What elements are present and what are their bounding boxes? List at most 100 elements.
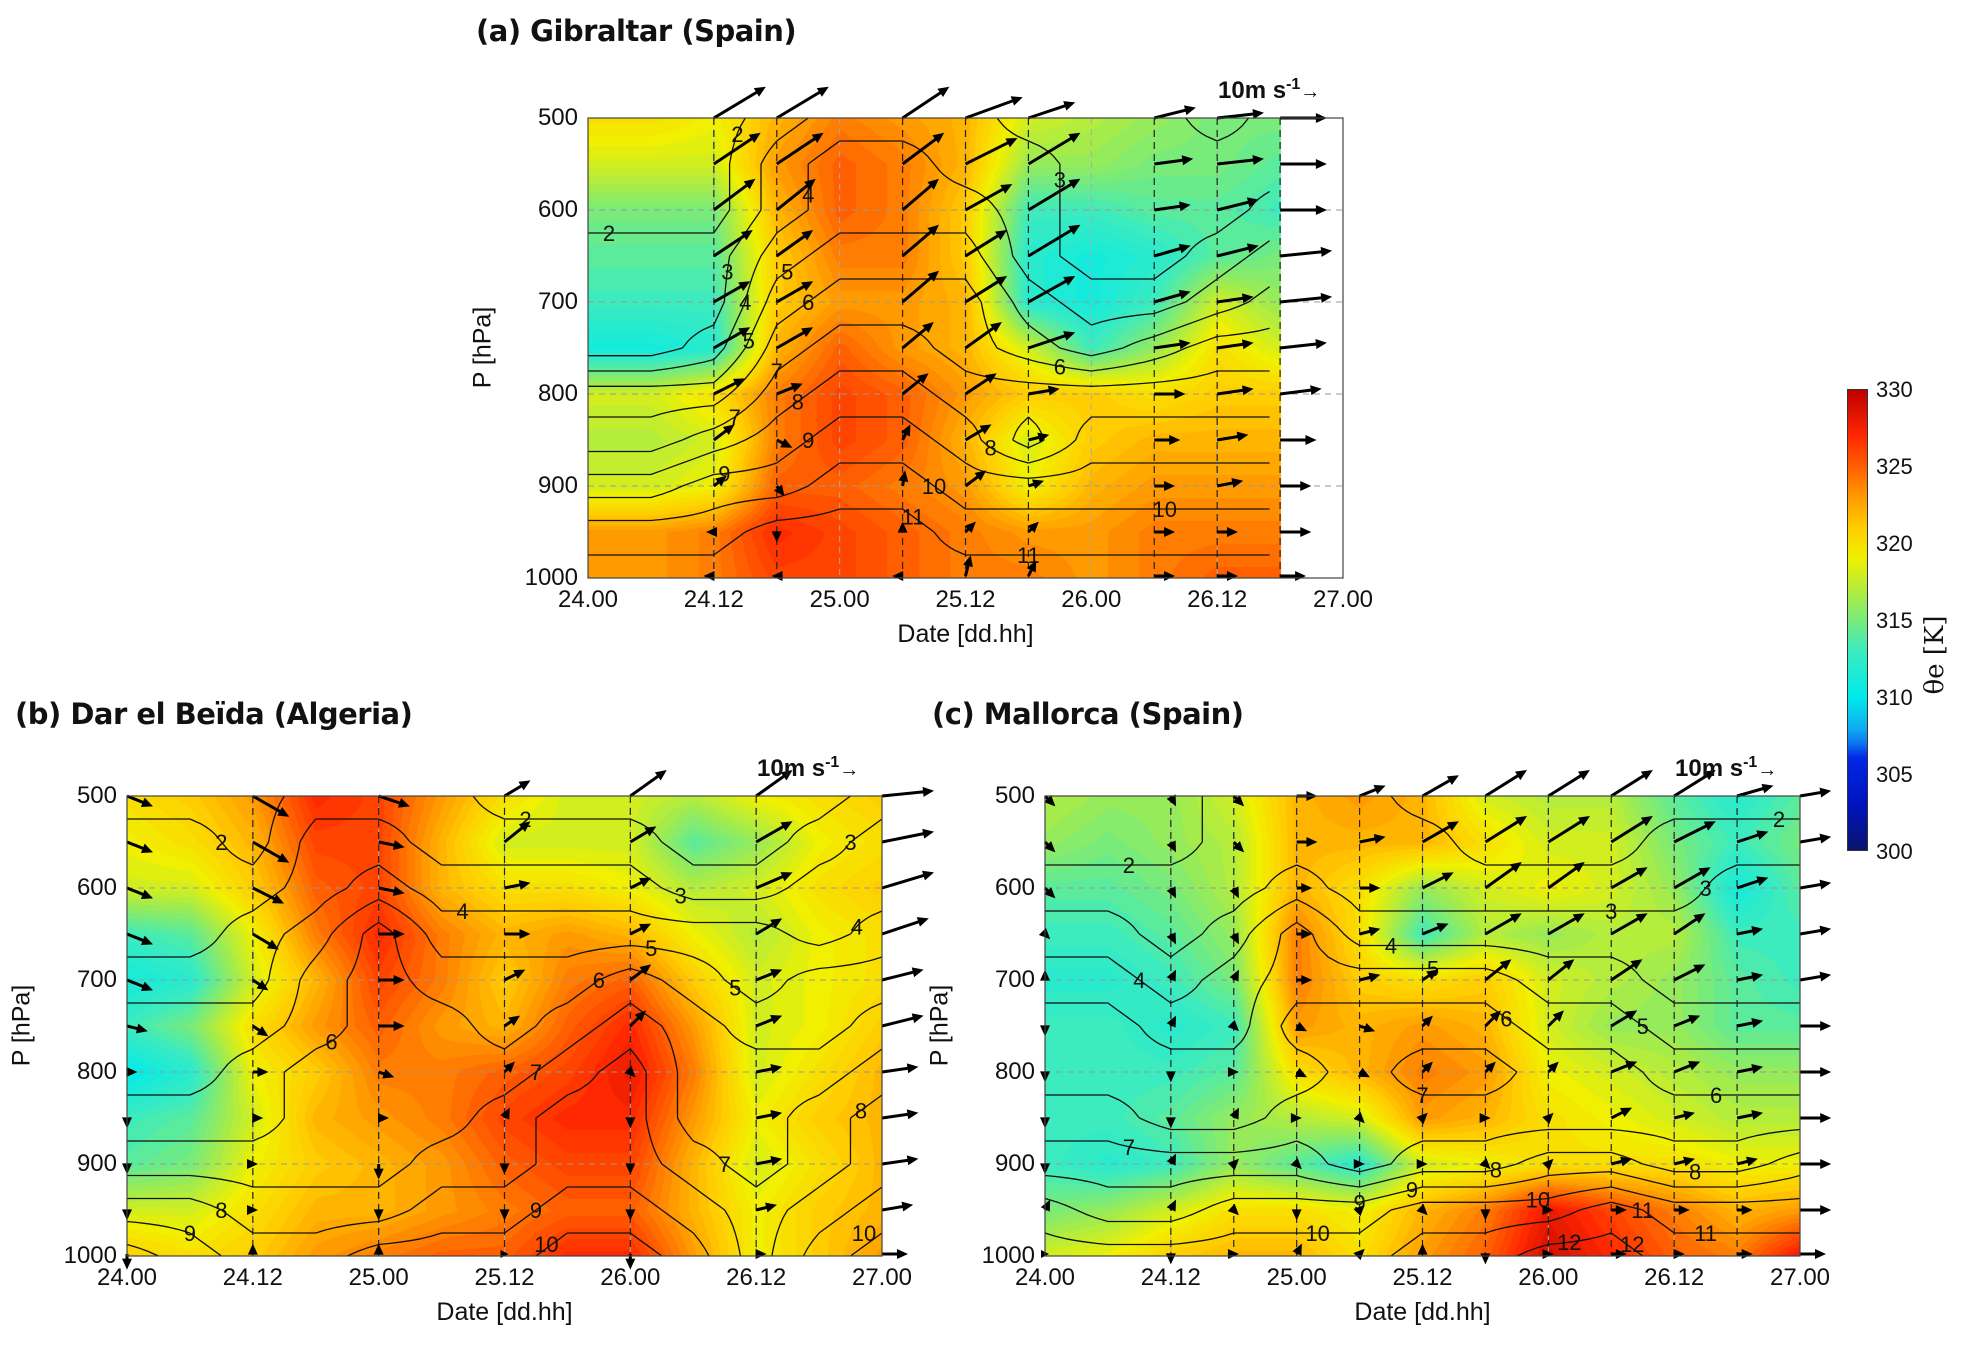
wind-arrow bbox=[1736, 1156, 1758, 1167]
reference-wind-sup: -1 bbox=[1286, 76, 1301, 93]
wind-arrow bbox=[1799, 925, 1832, 936]
wind-arrow bbox=[1479, 1157, 1491, 1170]
wind-arrow bbox=[1479, 1113, 1491, 1123]
contour-label: 2 bbox=[215, 830, 227, 855]
wind-arrow bbox=[1290, 1157, 1302, 1170]
wind-arrow bbox=[1480, 1253, 1491, 1265]
wind-arrow bbox=[1610, 1156, 1633, 1167]
contour-line-5 bbox=[127, 898, 883, 1096]
wind-arrow bbox=[1166, 794, 1177, 807]
contour-label: 3 bbox=[1700, 876, 1712, 901]
wind-arrow bbox=[500, 1107, 510, 1120]
contour-label: 10 bbox=[852, 1221, 876, 1246]
wind-arrow bbox=[1229, 932, 1239, 945]
wind-arrow bbox=[1421, 923, 1449, 936]
contour-label: 3 bbox=[844, 830, 856, 855]
wind-arrow bbox=[1421, 821, 1459, 844]
wind-arrow bbox=[1153, 289, 1191, 304]
wind-arrow bbox=[1280, 481, 1312, 491]
wind-arrow bbox=[1736, 1110, 1764, 1120]
panel-b-title: (b) Dar el Beïda (Algeria) bbox=[15, 697, 413, 731]
wind-arrow bbox=[881, 1155, 919, 1166]
wind-arrow bbox=[881, 967, 924, 982]
wind-arrow bbox=[1421, 1015, 1433, 1028]
wind-arrow bbox=[1359, 785, 1386, 798]
wind-arrow bbox=[625, 1117, 636, 1129]
wind-arrow bbox=[1353, 1159, 1365, 1169]
wind-arrow bbox=[1216, 478, 1244, 488]
x-tick-label: 26.12 bbox=[1644, 1264, 1705, 1291]
reference-wind-arrow: 10m s-1→ bbox=[757, 754, 859, 783]
wind-arrow bbox=[775, 86, 829, 120]
wind-arrow bbox=[771, 531, 782, 543]
reference-wind-arrow: 10m s-1→ bbox=[1218, 76, 1320, 105]
wind-arrow bbox=[1217, 155, 1264, 166]
contour-line-9 bbox=[1044, 1171, 1801, 1223]
wind-arrow bbox=[1547, 816, 1590, 844]
wind-arrow bbox=[755, 770, 793, 798]
wind-arrow bbox=[1166, 886, 1177, 899]
wind-arrow bbox=[252, 978, 269, 991]
wind-arrow bbox=[126, 840, 153, 853]
wind-arrow bbox=[378, 1021, 405, 1031]
contour-label: 10 bbox=[1305, 1221, 1329, 1246]
wind-arrow bbox=[1291, 1209, 1302, 1221]
contour-label: 3 bbox=[675, 884, 687, 909]
wind-arrow bbox=[713, 230, 753, 258]
wind-arrow bbox=[1547, 862, 1585, 890]
contour-label: 4 bbox=[1385, 934, 1397, 959]
wind-arrow bbox=[713, 378, 746, 396]
wind-arrow bbox=[252, 794, 290, 817]
wind-arrow bbox=[898, 470, 909, 487]
contour-label: 9 bbox=[802, 428, 814, 453]
wind-arrow bbox=[901, 373, 929, 396]
wind-arrow bbox=[1296, 975, 1313, 985]
wind-arrow bbox=[1280, 435, 1317, 445]
contour-line-6 bbox=[127, 921, 883, 1142]
contour-label: 11 bbox=[902, 505, 925, 530]
contour-label: 6 bbox=[1710, 1083, 1722, 1108]
wind-arrow bbox=[1799, 787, 1832, 798]
wind-arrow bbox=[629, 923, 652, 936]
contour-label: 6 bbox=[593, 968, 605, 993]
contour-label: 5 bbox=[1637, 1014, 1649, 1039]
contour-line-3 bbox=[1045, 864, 1800, 958]
contour-line-4 bbox=[127, 864, 883, 1004]
x-tick-label: 25.00 bbox=[1266, 1264, 1327, 1291]
wind-arrow bbox=[1610, 867, 1648, 890]
x-tick-label: 24.00 bbox=[96, 1264, 158, 1291]
reference-wind-sup: -1 bbox=[1743, 754, 1758, 771]
contour-label: 6 bbox=[802, 290, 814, 315]
wind-arrow bbox=[1227, 1067, 1239, 1077]
wind-arrow bbox=[1421, 872, 1454, 890]
wind-arrow bbox=[1736, 1018, 1764, 1028]
wind-arrow bbox=[1279, 385, 1322, 396]
wind-arrow bbox=[892, 571, 904, 581]
contour-label: 8 bbox=[1490, 1157, 1502, 1182]
wind-arrow bbox=[901, 270, 939, 304]
wind-arrow bbox=[964, 373, 997, 396]
wind-arrow bbox=[1674, 1205, 1690, 1215]
wind-arrow bbox=[964, 322, 1002, 350]
wind-arrow bbox=[1153, 105, 1196, 120]
x-tick-label: 26.00 bbox=[1061, 586, 1122, 613]
colorbar-tick-label: 300 bbox=[1876, 839, 1913, 864]
wind-arrow bbox=[1280, 571, 1307, 581]
wind-arrow bbox=[1800, 1205, 1832, 1215]
wind-arrow bbox=[1736, 783, 1774, 798]
wind-arrow bbox=[1736, 830, 1769, 844]
wind-arrow bbox=[1547, 959, 1575, 982]
contour-line-11 bbox=[588, 508, 1270, 556]
y-tick-label: 1000 bbox=[981, 1242, 1035, 1269]
wind-arrow bbox=[1484, 913, 1522, 936]
wind-arrow bbox=[373, 1243, 384, 1255]
contour-line-3 bbox=[588, 117, 1270, 357]
y-axis-label: P [hPa] bbox=[468, 306, 497, 389]
wind-arrow bbox=[964, 276, 1008, 304]
wind-arrow bbox=[1296, 883, 1313, 893]
wind-arrow bbox=[1610, 816, 1653, 844]
wind-arrow bbox=[1359, 926, 1381, 937]
wind-arrow bbox=[1153, 243, 1191, 258]
wind-arrow bbox=[252, 1113, 264, 1123]
contour-line-9 bbox=[588, 416, 1270, 499]
